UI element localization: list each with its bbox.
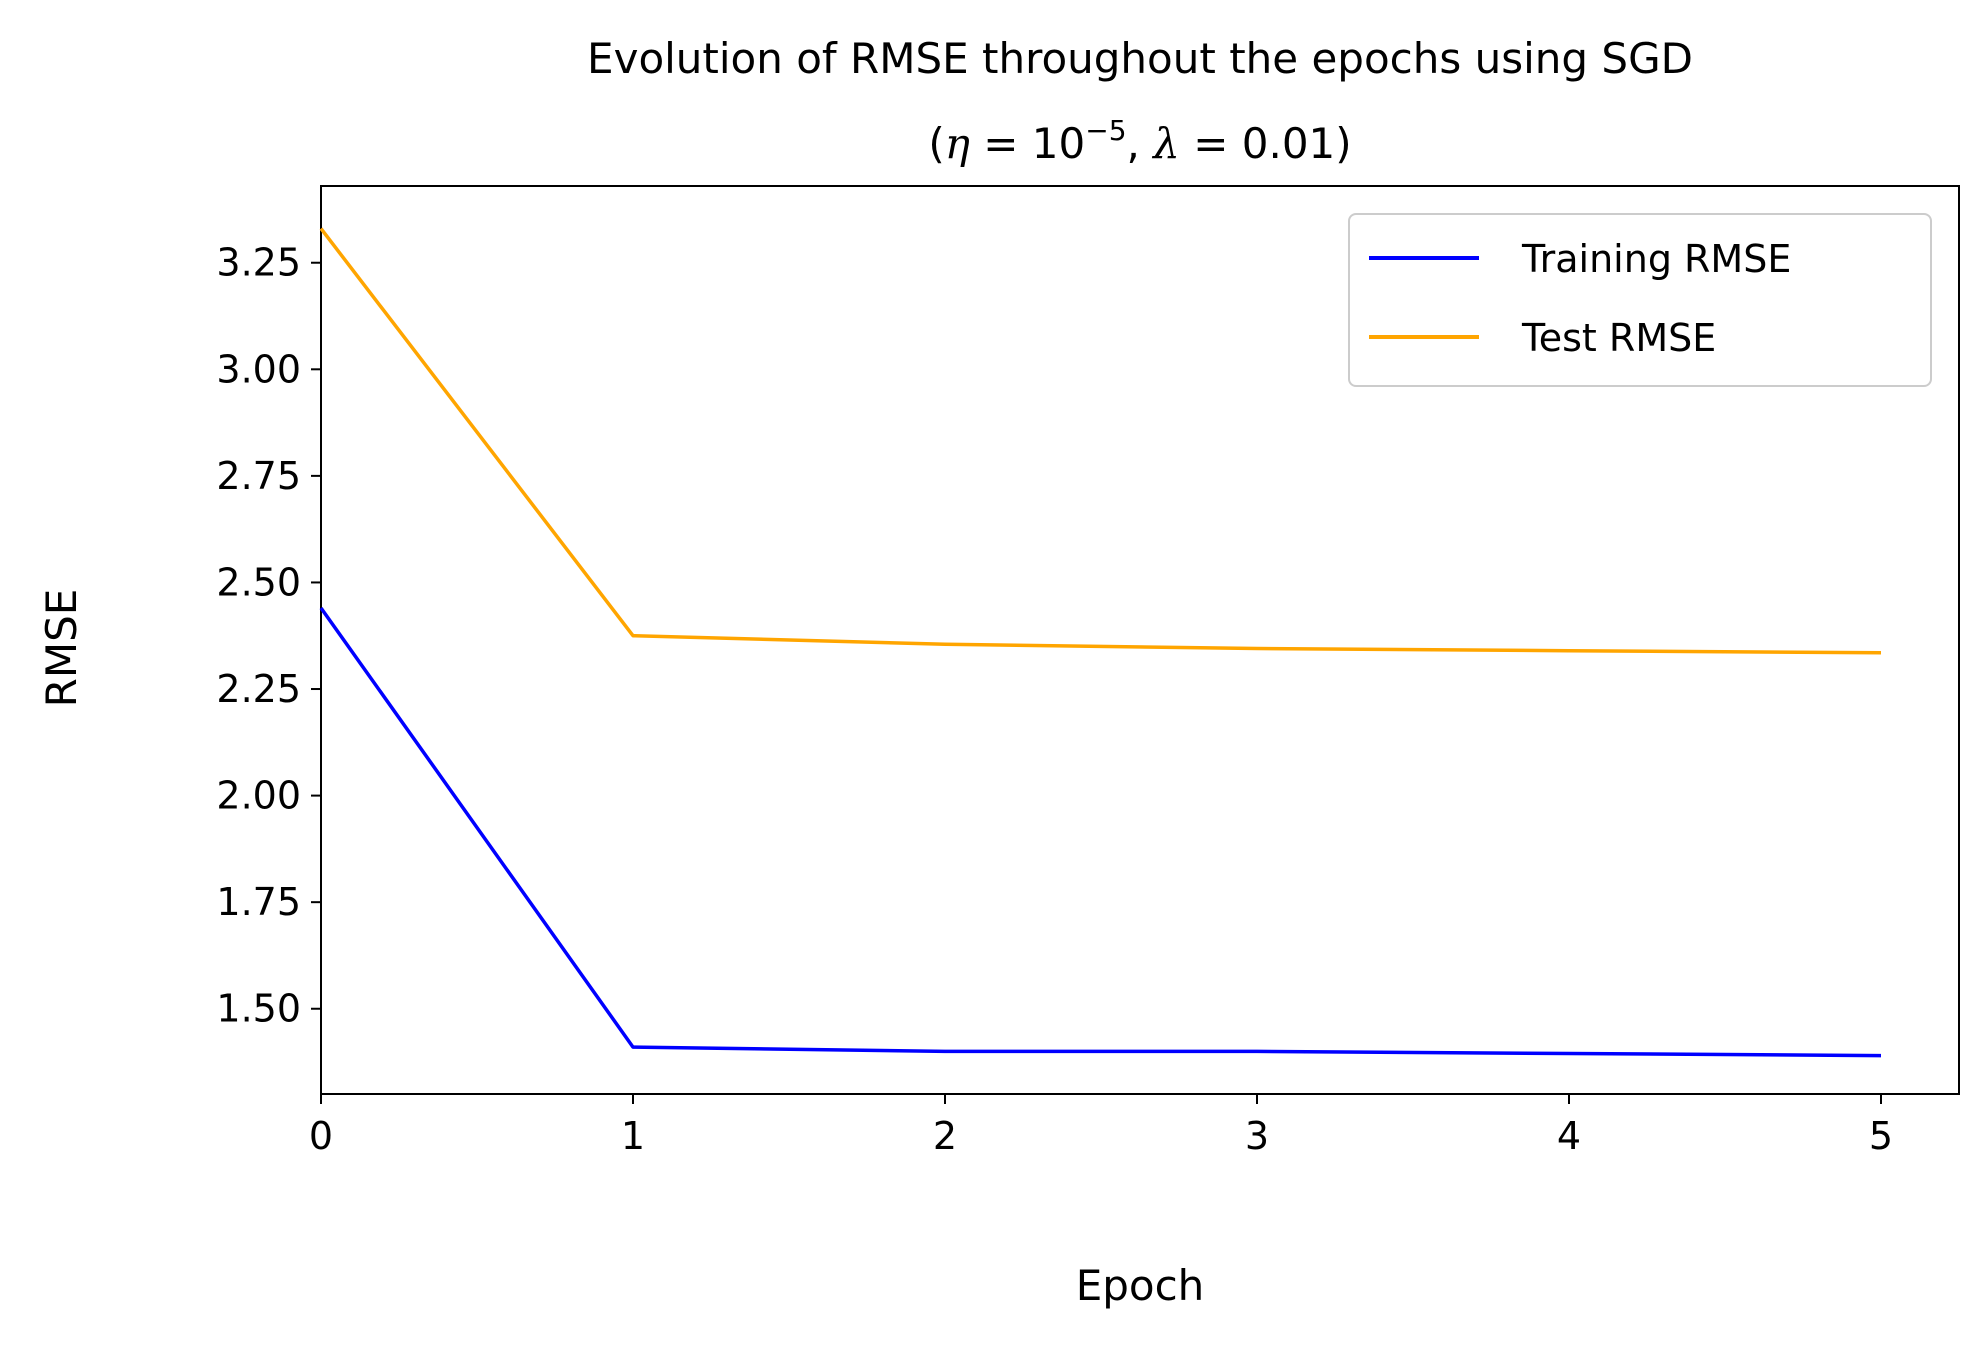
title-lambda: λ: [1151, 119, 1180, 168]
title-eta: η: [945, 119, 970, 168]
y-tick-label: 2.00: [216, 774, 301, 818]
x-tick-label: 5: [1869, 1114, 1893, 1158]
x-tick-label: 1: [621, 1114, 645, 1158]
y-tick-label: 1.75: [216, 880, 301, 924]
y-axis-label: RMSE: [37, 589, 86, 708]
chart-title-line2: (η = 10−5, λ = 0.01): [928, 114, 1351, 168]
legend-label-test: Test RMSE: [1521, 316, 1716, 360]
y-tick-label: 2.50: [216, 560, 301, 604]
x-axis-label: Epoch: [1076, 1261, 1205, 1310]
series-layer: [319, 227, 1882, 1058]
title-base: 10: [1032, 119, 1085, 168]
title-exponent: −5: [1085, 114, 1126, 147]
y-tick-label: 1.50: [216, 987, 301, 1031]
x-axis-ticks: 0 1 2 3 4 5: [309, 1094, 1893, 1158]
title-sep: ,: [1127, 119, 1154, 168]
title-eq-1: =: [970, 119, 1032, 168]
y-tick-label: 3.25: [216, 241, 301, 285]
title-eq-2: =: [1180, 119, 1242, 168]
y-tick-label: 3.00: [216, 347, 301, 391]
y-axis-ticks: 1.50 1.75 2.00 2.25 2.50 2.75 3.00 3.25: [216, 241, 321, 1031]
title-lambda-value: 0.01: [1242, 119, 1336, 168]
test-rmse-line: [319, 227, 1882, 655]
training-rmse-line: [319, 606, 1882, 1058]
x-tick-label: 0: [309, 1114, 333, 1158]
legend-label-training: Training RMSE: [1521, 237, 1791, 281]
x-tick-label: 2: [933, 1114, 957, 1158]
title-close-paren: ): [1335, 119, 1351, 168]
y-tick-label: 2.25: [216, 667, 301, 711]
legend-box: [1348, 213, 1932, 387]
y-tick-label: 2.75: [216, 454, 301, 498]
title-open-paren: (: [928, 119, 944, 168]
plot-area-frame: [320, 185, 1960, 1095]
x-tick-label: 4: [1557, 1114, 1581, 1158]
x-tick-label: 3: [1245, 1114, 1269, 1158]
chart-title-line1: Evolution of RMSE throughout the epochs …: [587, 34, 1693, 83]
legend: Training RMSE Test RMSE: [1348, 213, 1932, 387]
